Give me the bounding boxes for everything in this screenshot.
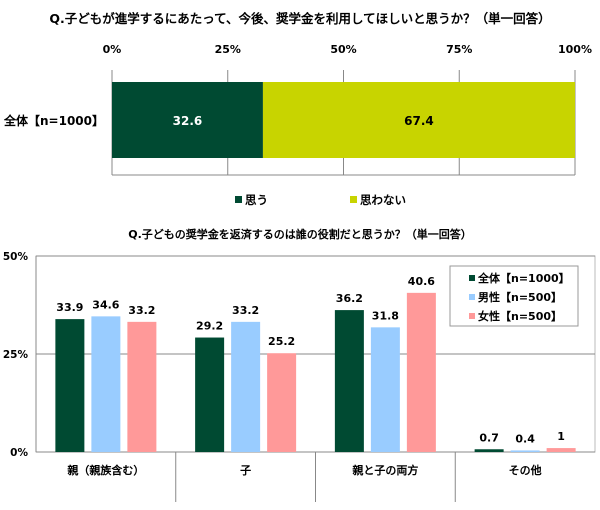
legend-label: 男性【n=500】 <box>478 290 562 304</box>
data-label: 0.7 <box>479 431 499 444</box>
y-tick-label: 25% <box>3 349 29 361</box>
category-label: 子 <box>240 464 251 477</box>
category-label: その他 <box>509 463 542 477</box>
legend-swatch <box>235 196 242 203</box>
x-tick-label: 100% <box>558 43 592 56</box>
legend-label: 全体【n=1000】 <box>477 271 570 285</box>
data-label: 34.6 <box>92 298 119 311</box>
bar-yes <box>112 82 263 158</box>
data-label: 33.2 <box>232 304 259 317</box>
bar <box>195 337 225 452</box>
category-label: 親（親族含む） <box>67 463 144 477</box>
bar <box>55 319 85 452</box>
data-label: 29.2 <box>196 320 223 333</box>
data-label: 32.6 <box>173 114 203 128</box>
bar <box>474 449 504 452</box>
chart2: 0% 25% 50% 33.9 34.6 33.2 親（親族含む） 29.2 33.2 25.2 子… <box>3 251 596 502</box>
bar <box>546 448 576 452</box>
chart2-title: Q.子どもの奨学金を返済するのは誰の役割だと思うか？（単一回答） <box>128 227 472 241</box>
data-label: 0.4 <box>515 432 535 445</box>
bar <box>127 321 157 452</box>
data-label: 40.6 <box>408 275 435 288</box>
x-tick-label: 50% <box>330 43 356 56</box>
legend-swatch <box>350 196 357 203</box>
data-label: 33.9 <box>56 301 83 314</box>
x-tick-label: 75% <box>446 43 472 56</box>
chart1: 0% 25% 50% 75% 100% 32.6 67.4 全体【n=1000】思う 思わない <box>3 43 592 207</box>
bar <box>406 292 436 452</box>
y-tick-label: 0% <box>10 447 28 459</box>
x-tick-label: 0% <box>103 43 122 56</box>
legend-label: 女性【n=500】 <box>478 309 562 323</box>
data-label: 1 <box>557 430 565 443</box>
legend-swatch <box>469 294 475 300</box>
data-label: 36.2 <box>336 292 363 305</box>
bar <box>231 321 261 452</box>
bar <box>267 353 297 452</box>
category-label: 全体【n=1000】 <box>3 113 104 128</box>
x-tick-label: 25% <box>215 43 241 56</box>
data-label: 25.2 <box>268 335 295 348</box>
bar-no <box>262 82 575 158</box>
legend-swatch <box>469 313 475 319</box>
bar <box>334 310 364 452</box>
data-label: 67.4 <box>404 114 434 128</box>
y-tick-label: 50% <box>3 251 29 263</box>
legend-label: 思わない <box>360 193 406 207</box>
data-label: 33.2 <box>128 304 155 317</box>
bar <box>370 327 400 452</box>
bar <box>510 450 540 452</box>
category-label: 親と子の両方 <box>352 463 418 477</box>
chart1-title: Q.子どもが進学するにあたって、今後、奨学金を利用してほしいと思うか？（単一回答… <box>49 11 550 26</box>
data-label: 31.8 <box>372 309 399 322</box>
legend-label: 思う <box>245 193 268 207</box>
legend-swatch <box>469 275 475 281</box>
bar <box>91 316 121 452</box>
